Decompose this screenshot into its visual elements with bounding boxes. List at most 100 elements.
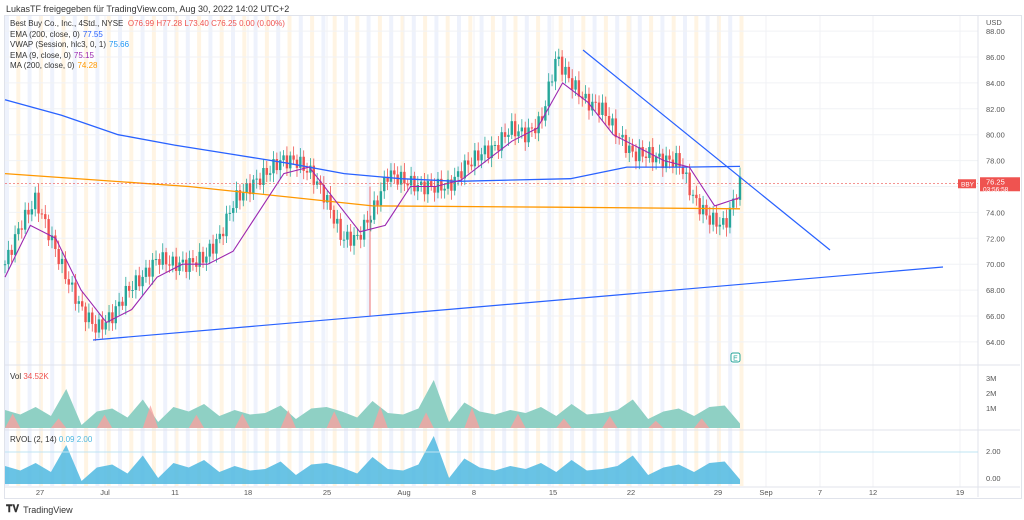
session-stripe xyxy=(61,16,66,486)
candle-body xyxy=(87,312,91,323)
candle-body xyxy=(641,147,644,157)
session-stripe xyxy=(321,16,326,486)
candle-body xyxy=(520,127,524,132)
candle-body xyxy=(550,81,554,83)
ema9-line xyxy=(4,82,741,324)
candle-body xyxy=(84,306,87,323)
session-stripe xyxy=(502,16,507,486)
volume-down-area xyxy=(280,410,296,428)
legend-ema200[interactable]: EMA (200, close, 0) 77.55 xyxy=(10,30,285,41)
session-stripe xyxy=(739,16,744,486)
tv-logo-icon: 𝐓𝐕 xyxy=(6,504,20,515)
candle-body xyxy=(654,156,658,163)
session-stripe xyxy=(355,16,360,486)
candle-body xyxy=(359,234,362,240)
candle-body xyxy=(685,172,688,174)
session-stripe xyxy=(310,16,315,486)
candle-body xyxy=(111,312,114,324)
candle-body xyxy=(322,184,326,203)
time-tick: 18 xyxy=(244,488,252,497)
candle-body xyxy=(329,195,332,210)
rvol-legend[interactable]: RVOL (2, 14) 0.09 2.00 xyxy=(10,435,92,444)
candle-body xyxy=(346,231,349,240)
candle-body xyxy=(7,249,10,265)
ohlc-close: C76.25 xyxy=(211,19,237,28)
volume-down-area xyxy=(142,405,159,428)
candle-body xyxy=(77,301,81,304)
candle-body xyxy=(695,194,698,199)
candle-body xyxy=(477,150,480,161)
candle-body xyxy=(597,102,601,115)
time-tick: Aug xyxy=(397,488,410,497)
candle-body xyxy=(107,312,111,323)
session-stripe xyxy=(197,16,202,486)
price-tick: 64.00 xyxy=(986,338,1005,347)
candle-body xyxy=(386,176,389,182)
candle-body xyxy=(527,127,530,143)
candle-body xyxy=(530,127,534,129)
session-stripe xyxy=(163,16,168,486)
session-stripe xyxy=(118,16,122,486)
rvol-tick: 0.00 xyxy=(986,474,1001,483)
candle-body xyxy=(554,58,557,82)
session-stripe xyxy=(185,16,190,486)
session-stripe xyxy=(332,16,337,486)
candle-body xyxy=(701,204,705,215)
legend-ma200[interactable]: MA (200, close, 0) 74.28 xyxy=(10,61,285,72)
candle-body xyxy=(409,175,413,186)
ema200-line xyxy=(4,99,741,182)
session-stripe xyxy=(626,16,631,486)
candle-body xyxy=(218,233,221,240)
candle-body xyxy=(678,153,681,167)
volume-down-area xyxy=(372,406,388,428)
legend-ema9[interactable]: EMA (9, close, 0) 75.15 xyxy=(10,51,285,62)
session-stripe xyxy=(84,16,89,486)
candle-body xyxy=(148,267,151,277)
candle-body xyxy=(201,251,205,263)
candle-body xyxy=(366,219,369,223)
candle-body xyxy=(591,101,594,111)
rvol-tick: 2.00 xyxy=(986,447,1001,456)
candle-body xyxy=(446,179,450,189)
candle-body xyxy=(336,218,339,224)
session-stripe xyxy=(637,16,642,486)
candle-body xyxy=(658,153,661,157)
price-tick: 68.00 xyxy=(986,286,1005,295)
session-stripe xyxy=(140,16,145,486)
volume-down-area xyxy=(556,418,572,428)
candle-body xyxy=(10,249,13,255)
session-stripe xyxy=(5,16,9,486)
time-tick: 27 xyxy=(36,488,44,497)
candle-body xyxy=(634,151,638,162)
resistance-trendline xyxy=(582,49,831,251)
price-tick: 86.00 xyxy=(986,53,1005,62)
candle-body xyxy=(584,93,587,99)
currency-label: USD xyxy=(986,18,1002,27)
candle-body xyxy=(80,301,84,307)
candle-body xyxy=(252,179,255,195)
candle-body xyxy=(715,212,718,227)
candle-body xyxy=(564,66,567,75)
candle-body xyxy=(215,239,218,254)
price-chart[interactable]: E USD88.0086.0084.0082.0080.0078.0074.00… xyxy=(0,0,1024,500)
ohlc-change: 0.00 (0.00%) xyxy=(239,19,285,28)
session-stripe xyxy=(705,16,710,486)
candle-body xyxy=(245,183,248,193)
session-stripe xyxy=(151,16,156,486)
tradingview-logo[interactable]: 𝐓𝐕 TradingView xyxy=(6,504,73,515)
candle-body xyxy=(191,258,195,263)
session-stripe xyxy=(219,16,224,486)
candle-body xyxy=(500,132,503,151)
indicator-value: 77.55 xyxy=(82,29,103,39)
session-stripe xyxy=(547,16,552,486)
legend-vwap[interactable]: VWAP (Session, hlc3, 0, 1) 75.66 xyxy=(10,40,285,51)
volume-legend[interactable]: Vol 34.52K xyxy=(10,372,49,381)
candle-body xyxy=(487,145,490,159)
candle-body xyxy=(738,176,742,200)
bar-countdown: 03:56:58 xyxy=(983,186,1009,193)
candle-body xyxy=(151,259,154,277)
candle-body xyxy=(3,264,7,266)
time-tick: 29 xyxy=(714,488,722,497)
candle-body xyxy=(181,259,185,263)
candle-body xyxy=(124,285,128,306)
